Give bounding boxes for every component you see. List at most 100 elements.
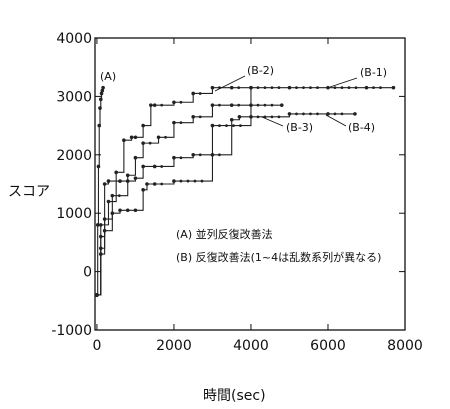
data-point-b4 [141,164,145,169]
step-dot-b4 [309,112,312,116]
step-dot-b3 [256,103,260,107]
data-point-b3 [279,103,284,107]
step-dot-b1 [295,86,298,90]
step-dot-b1 [302,86,305,90]
y-tick-label: 0 [83,265,92,281]
step-dot-b4 [218,153,221,157]
series-label-b1: (B-1) [360,66,387,79]
data-point-b2 [122,138,126,142]
data-point-b1 [210,123,215,128]
step-dot-b2 [198,92,202,95]
step-dot-b1 [309,86,312,90]
step-dot-b1 [179,179,183,183]
x-tick-label: 6000 [310,338,346,354]
legend-entry-b: (B) 反復改善法(1~4は乱数系列が異なる) [176,250,381,264]
series-line-a [96,87,104,296]
data-point-a [98,106,102,110]
data-point-b3 [156,135,161,140]
data-point-b1 [326,85,330,90]
data-point-a [100,88,105,93]
step-dot-b4 [179,156,183,160]
step-dot-b4 [256,115,260,119]
data-point-b2 [229,85,234,90]
data-point-a [98,97,103,102]
data-point-b1 [145,182,149,186]
data-point-b4 [249,115,253,119]
data-point-b2 [129,135,134,140]
data-point-b3 [125,173,130,178]
step-dot-b3 [218,103,221,107]
y-tick-label: 3000 [56,89,92,105]
step-dot-b1 [277,86,281,90]
x-axis-title: 時間(sec) [203,388,266,404]
step-dot-b1 [340,86,344,90]
series-line-b4 [96,113,355,296]
step-dot-b2 [237,86,241,90]
step-dot-b1 [225,124,228,127]
series-label-a: (A) [100,70,116,83]
data-point-b4 [133,176,138,180]
data-point-b4 [98,252,103,256]
step-dot-b4 [117,194,121,198]
data-point-b2 [249,85,253,90]
step-dot-b4 [302,112,305,116]
data-point-b4 [152,164,157,169]
data-point-b2 [210,85,215,90]
leader-b2 [214,75,246,92]
step-dot-b1 [379,86,382,90]
leader-b1 [329,77,358,88]
data-point-b1 [364,85,369,90]
step-dot-b1 [354,86,358,90]
data-point-b2 [98,223,103,227]
step-dot-b3 [179,121,183,125]
x-tick-label: 2000 [156,338,192,354]
leader-b4 [325,114,347,127]
data-point-b2 [149,103,153,107]
step-dot-b4 [333,112,337,116]
data-point-b2 [141,123,145,128]
step-dot-b3 [270,103,274,107]
data-point-b2 [133,135,138,140]
step-dot-b1 [186,179,190,183]
data-point-b1 [152,182,157,186]
step-dot-b4 [198,153,202,157]
x-tick-label: 4000 [233,338,269,354]
data-point-b2 [152,103,157,107]
data-point-b4 [237,115,242,119]
legend-entry-a: (A) 並列反復改善法 [176,227,273,241]
data-point-b3 [191,115,195,119]
data-point-b4 [287,112,292,116]
data-point-b3 [106,179,111,183]
step-dot-b1 [372,86,375,90]
step-dot-b1 [200,179,204,183]
data-point-b1 [172,179,176,183]
step-dot-b3 [237,103,241,107]
step-dot-b4 [340,112,344,116]
data-point-b2 [114,170,118,175]
data-point-b4 [110,193,115,198]
data-point-a [97,123,102,128]
data-point-b1 [141,188,145,192]
series-label-b4: (B-4) [348,121,375,134]
step-dot-b1 [239,124,242,127]
data-point-b4 [229,117,234,122]
data-point-a [96,164,101,169]
data-point-b4 [191,153,195,157]
data-point-b2 [191,91,195,96]
data-point-b4 [353,112,357,116]
data-point-b1 [287,85,292,90]
series-line-b3 [96,104,282,296]
step-dot-b1 [218,124,221,127]
y-tick-label: 1000 [56,206,92,222]
step-dot-b1 [160,182,164,186]
data-point-b3 [98,246,103,251]
data-point-b4 [172,155,176,160]
step-dot-b3 [198,115,202,119]
x-tick-label: 8000 [387,338,423,354]
data-point-b3 [133,155,138,160]
data-point-b3 [102,182,107,186]
data-point-b1 [125,208,130,213]
step-dot-b2 [179,100,183,104]
data-point-b3 [229,103,234,107]
data-point-b1 [118,208,122,213]
